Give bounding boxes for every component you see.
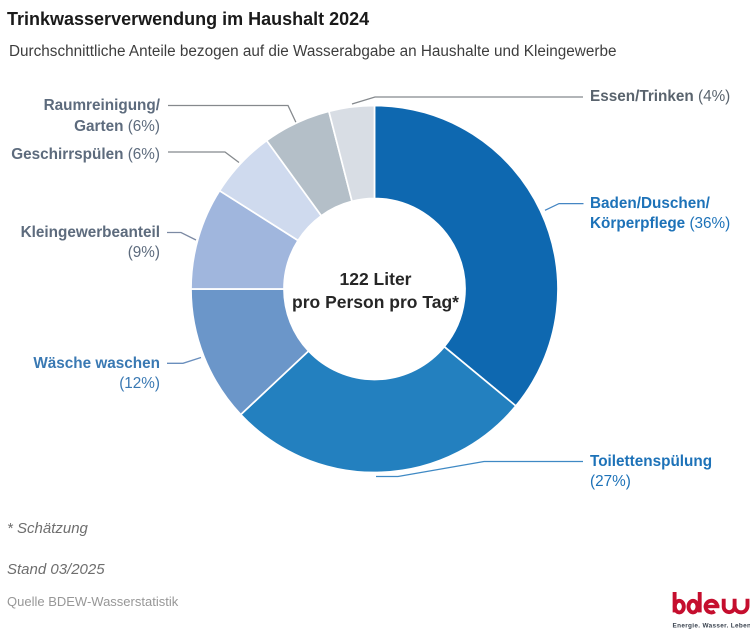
svg-text:Energie. Wasser. Leben.: Energie. Wasser. Leben.: [673, 622, 750, 629]
